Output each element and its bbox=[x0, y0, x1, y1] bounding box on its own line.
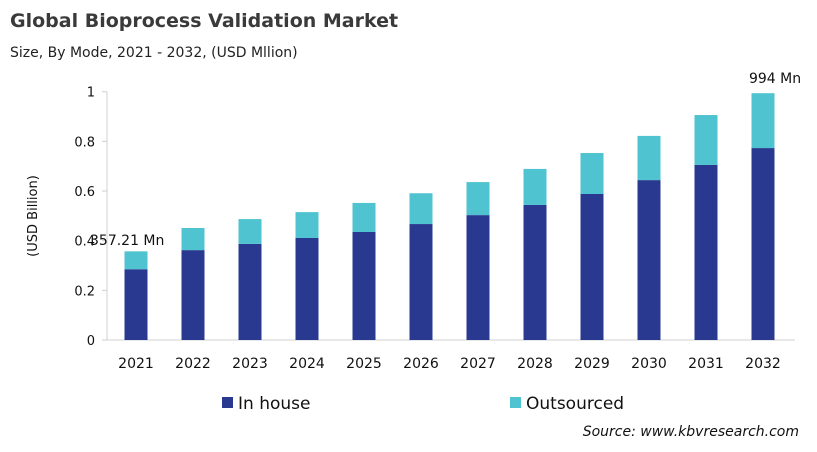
source-note: Source: www.kbvresearch.com bbox=[582, 424, 799, 440]
legend-swatch-in-house bbox=[222, 397, 233, 408]
y-tick-label: 0.8 bbox=[74, 135, 95, 150]
legend-swatch-outsourced bbox=[510, 397, 521, 408]
y-tick-label: 0.6 bbox=[74, 185, 95, 200]
chart-title: Global Bioprocess Validation Market bbox=[10, 10, 399, 32]
bar-outsourced-2029 bbox=[580, 153, 604, 194]
bar-outsourced-2030 bbox=[637, 135, 661, 181]
x-tick-label: 2029 bbox=[574, 356, 610, 372]
legend-label: Outsourced bbox=[526, 394, 624, 414]
bar-in-house-2021 bbox=[124, 269, 148, 340]
x-tick-label: 2030 bbox=[631, 356, 667, 372]
y-tick-label: 1 bbox=[87, 86, 95, 101]
y-tick-label: 0 bbox=[87, 334, 95, 349]
bar-outsourced-2022 bbox=[181, 228, 205, 251]
bar-in-house-2032 bbox=[751, 148, 775, 340]
bar-in-house-2027 bbox=[466, 215, 490, 340]
bar-outsourced-2023 bbox=[238, 219, 262, 244]
x-tick-label: 2026 bbox=[403, 356, 439, 372]
bar-outsourced-2032 bbox=[751, 93, 775, 149]
x-tick-label: 2024 bbox=[289, 356, 325, 372]
bar-outsourced-2031 bbox=[694, 115, 718, 165]
legend-label: In house bbox=[238, 394, 310, 414]
bar-in-house-2031 bbox=[694, 164, 718, 340]
x-tick-label: 2025 bbox=[346, 356, 382, 372]
bar-outsourced-2028 bbox=[523, 168, 547, 205]
chart-subtitle: Size, By Mode, 2021 - 2032, (USD Mllion) bbox=[10, 45, 298, 61]
bar-in-house-2029 bbox=[580, 193, 604, 340]
bar-in-house-2028 bbox=[523, 204, 547, 340]
y-tick-label: 0.4 bbox=[74, 235, 95, 250]
bar-in-house-2026 bbox=[409, 224, 433, 340]
bar-outsourced-2027 bbox=[466, 182, 490, 216]
x-tick-label: 2023 bbox=[232, 356, 268, 372]
y-tick-label: 0.2 bbox=[74, 284, 95, 299]
bar-in-house-2030 bbox=[637, 180, 661, 340]
bar-in-house-2022 bbox=[181, 250, 205, 340]
x-tick-label: 2028 bbox=[517, 356, 553, 372]
data-label: 994 Mn bbox=[749, 71, 801, 87]
x-tick-label: 2032 bbox=[745, 356, 781, 372]
bar-in-house-2025 bbox=[352, 231, 376, 340]
bar-outsourced-2024 bbox=[295, 212, 319, 238]
x-tick-label: 2031 bbox=[688, 356, 724, 372]
bar-in-house-2023 bbox=[238, 243, 262, 340]
y-axis-label: (USD Billion) bbox=[26, 175, 41, 257]
bar-outsourced-2025 bbox=[352, 202, 376, 232]
bar-in-house-2024 bbox=[295, 237, 319, 340]
x-tick-label: 2022 bbox=[175, 356, 211, 372]
x-tick-label: 2021 bbox=[118, 356, 154, 372]
data-label: 357.21 Mn bbox=[90, 233, 164, 249]
bar-outsourced-2021 bbox=[124, 251, 148, 270]
bar-outsourced-2026 bbox=[409, 193, 433, 225]
x-tick-label: 2027 bbox=[460, 356, 496, 372]
